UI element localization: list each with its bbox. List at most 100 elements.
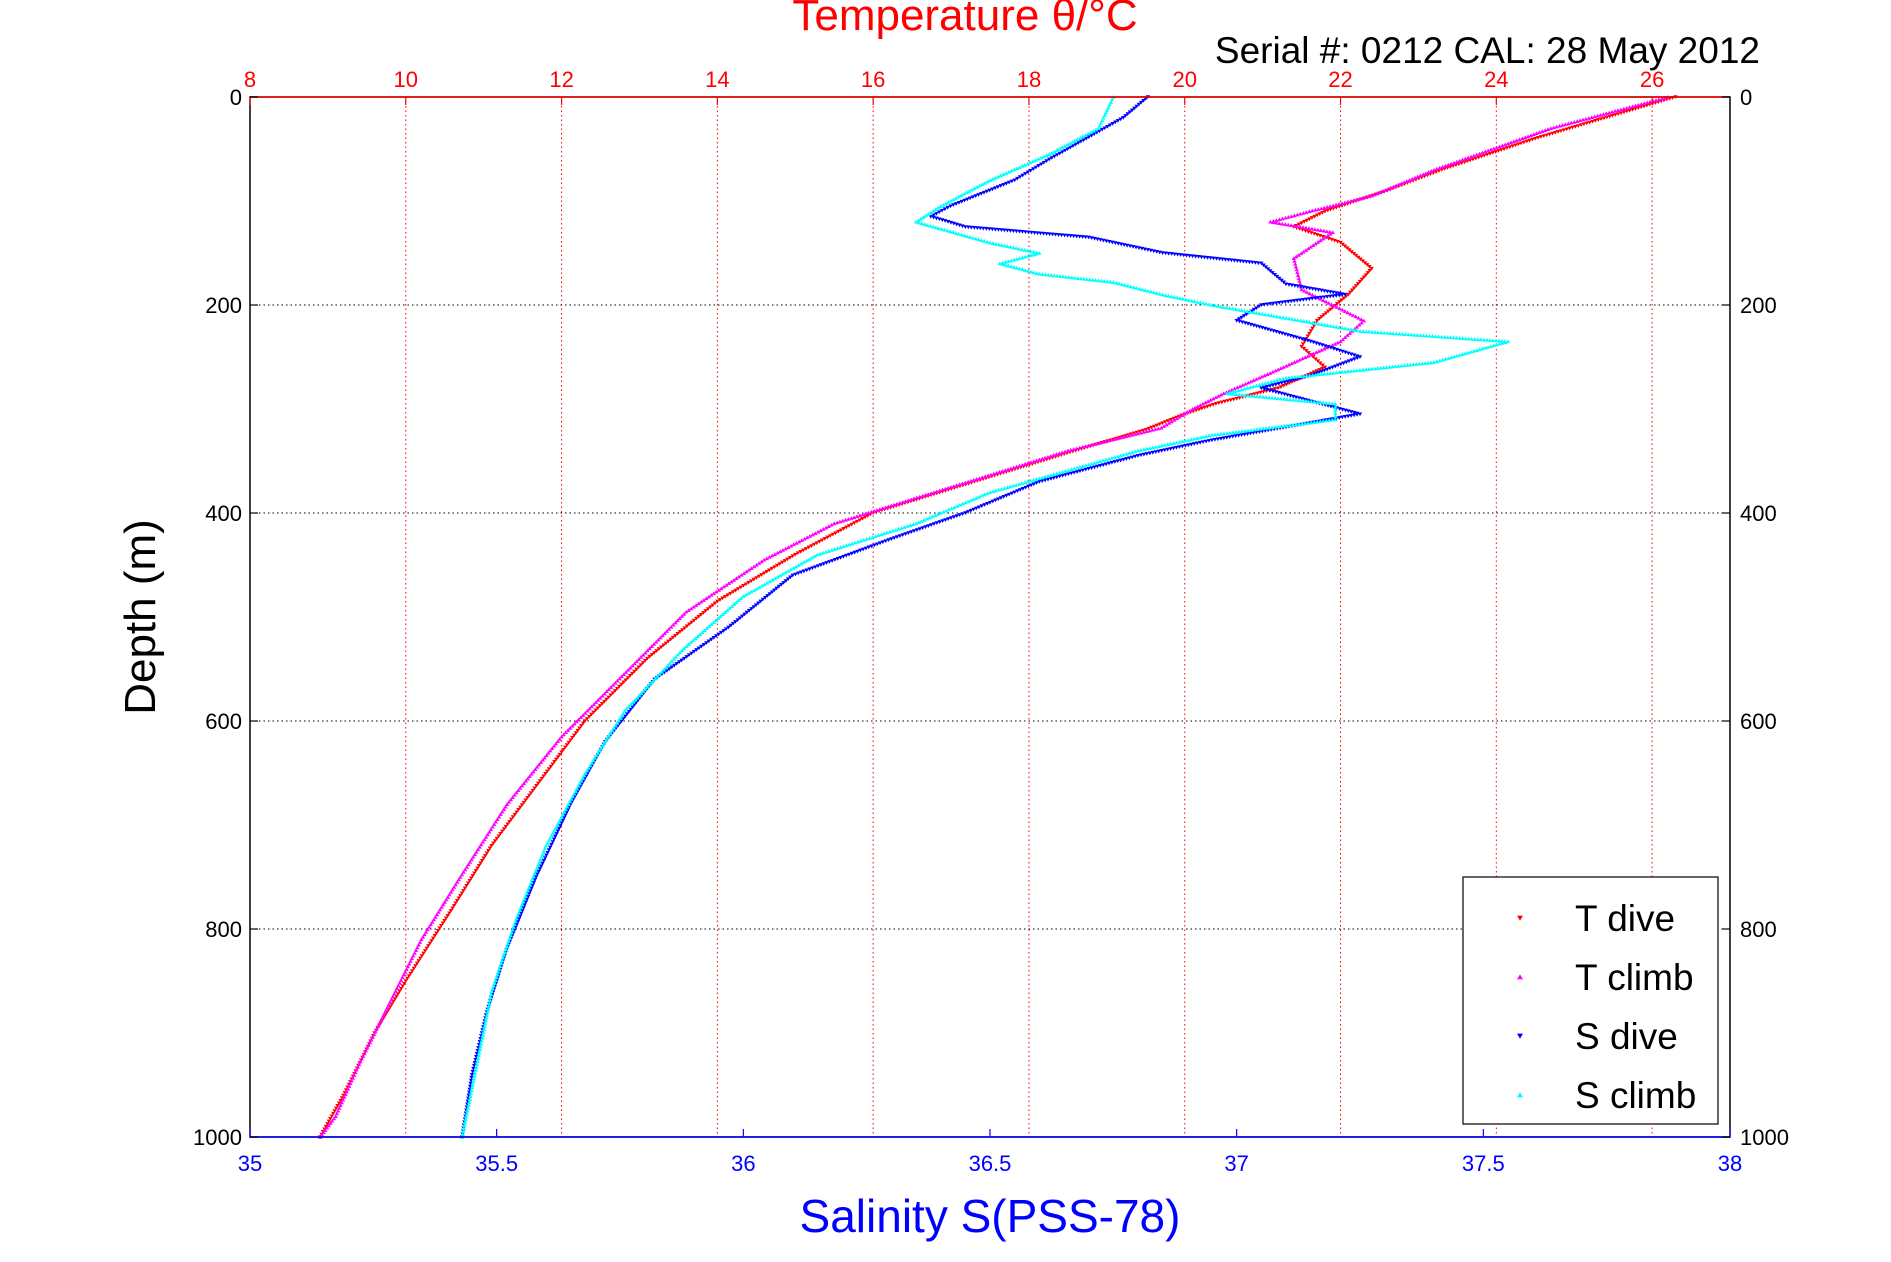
data-point bbox=[1091, 132, 1097, 137]
data-point bbox=[1057, 470, 1062, 475]
data-point bbox=[791, 565, 796, 570]
data-point bbox=[943, 518, 948, 522]
data-point bbox=[1000, 262, 1005, 266]
data-point bbox=[982, 503, 987, 507]
data-point bbox=[1211, 256, 1216, 261]
data-point bbox=[711, 620, 716, 624]
data-point bbox=[645, 656, 650, 661]
data-point bbox=[1026, 230, 1031, 235]
data-point bbox=[1527, 138, 1532, 143]
data-point bbox=[1324, 400, 1329, 405]
data-point bbox=[1233, 429, 1239, 434]
data-point bbox=[1339, 201, 1345, 205]
data-point bbox=[786, 545, 791, 549]
data-point bbox=[1365, 263, 1370, 267]
temperature-tick-label: 18 bbox=[1017, 67, 1041, 92]
data-point bbox=[891, 502, 897, 507]
data-point bbox=[338, 1098, 343, 1103]
data-point bbox=[1354, 324, 1360, 329]
data-point bbox=[1317, 212, 1322, 216]
data-point bbox=[1118, 117, 1123, 122]
data-point bbox=[605, 736, 610, 740]
data-point bbox=[1533, 136, 1538, 141]
data-point bbox=[979, 504, 984, 509]
data-point bbox=[527, 892, 532, 896]
data-point bbox=[503, 824, 509, 829]
data-point bbox=[1078, 135, 1083, 140]
data-point bbox=[1006, 492, 1012, 497]
data-point bbox=[1513, 143, 1518, 148]
data-point bbox=[1266, 380, 1271, 385]
data-point bbox=[535, 863, 541, 868]
data-point bbox=[786, 568, 791, 573]
data-point bbox=[1399, 363, 1404, 368]
data-point bbox=[1239, 308, 1244, 312]
data-point bbox=[536, 762, 542, 767]
data-point bbox=[397, 980, 402, 985]
data-point bbox=[1407, 177, 1412, 182]
data-point bbox=[1330, 417, 1335, 422]
data-point bbox=[362, 1051, 367, 1056]
data-point bbox=[1132, 432, 1138, 436]
data-point bbox=[623, 678, 628, 683]
data-point bbox=[1034, 481, 1039, 485]
data-point bbox=[1265, 372, 1270, 377]
data-point bbox=[1034, 458, 1039, 463]
data-point bbox=[794, 541, 799, 545]
data-point bbox=[719, 586, 724, 591]
data-point bbox=[587, 706, 592, 711]
data-point bbox=[783, 546, 788, 551]
data-point bbox=[662, 631, 667, 636]
data-point bbox=[1321, 418, 1326, 423]
data-point bbox=[1095, 460, 1100, 464]
data-point bbox=[1352, 357, 1357, 362]
legend-marker bbox=[1517, 1033, 1523, 1039]
data-point bbox=[1490, 338, 1496, 343]
data-point bbox=[395, 992, 401, 996]
data-point bbox=[1214, 256, 1219, 261]
data-point bbox=[985, 491, 990, 496]
data-point bbox=[854, 519, 860, 524]
data-point bbox=[571, 733, 577, 738]
data-point bbox=[498, 832, 503, 836]
data-point bbox=[933, 207, 938, 212]
data-point bbox=[430, 936, 436, 941]
data-point bbox=[1304, 290, 1310, 294]
data-point bbox=[889, 503, 894, 508]
data-point bbox=[1041, 231, 1046, 236]
data-point bbox=[1358, 317, 1364, 322]
data-point bbox=[334, 1111, 340, 1116]
data-point bbox=[1051, 453, 1056, 457]
data-point bbox=[1004, 493, 1009, 498]
data-point bbox=[1011, 465, 1016, 470]
data-point bbox=[1268, 269, 1273, 273]
data-point bbox=[716, 588, 722, 592]
data-point bbox=[712, 601, 718, 606]
data-point bbox=[569, 799, 575, 804]
data-point bbox=[854, 514, 860, 519]
data-point bbox=[1251, 394, 1257, 398]
data-point bbox=[411, 966, 417, 971]
data-point bbox=[617, 721, 623, 726]
data-point bbox=[939, 208, 945, 213]
data-point bbox=[506, 939, 512, 943]
data-point bbox=[1062, 148, 1068, 153]
data-point bbox=[480, 1033, 486, 1037]
data-point bbox=[496, 834, 501, 839]
data-point bbox=[1099, 127, 1105, 132]
data-point bbox=[1157, 422, 1162, 427]
data-point bbox=[1052, 154, 1057, 159]
data-point bbox=[1023, 254, 1028, 259]
data-point bbox=[980, 475, 985, 479]
data-point bbox=[781, 581, 786, 585]
data-point bbox=[947, 229, 953, 234]
data-point bbox=[485, 1006, 491, 1011]
data-point bbox=[408, 971, 413, 976]
data-point bbox=[1295, 374, 1301, 379]
data-point bbox=[1001, 172, 1006, 177]
data-point bbox=[1528, 133, 1534, 138]
data-point bbox=[1322, 365, 1328, 370]
data-point bbox=[1278, 424, 1284, 429]
data-point bbox=[680, 628, 685, 632]
